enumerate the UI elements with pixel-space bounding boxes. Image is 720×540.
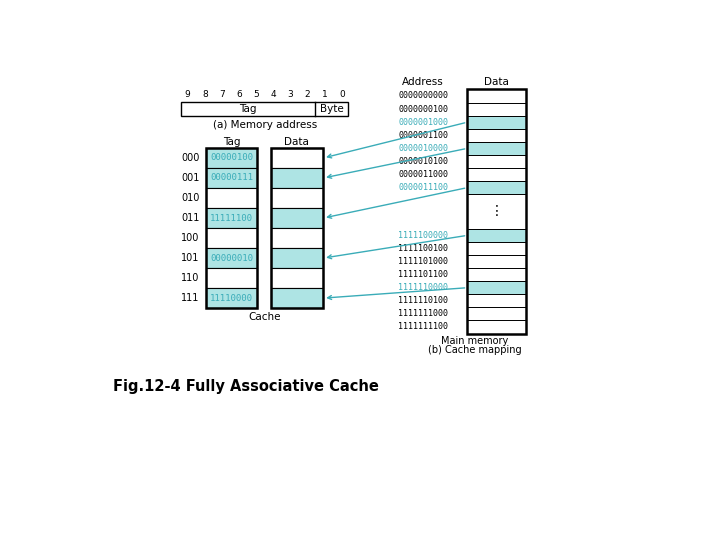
Bar (467, 103, 526, 116)
Text: 001: 001 (181, 173, 199, 183)
Bar (271, 268, 323, 288)
Bar (467, 194, 526, 229)
Text: 1111101100: 1111101100 (398, 270, 449, 279)
Text: 011: 011 (181, 213, 199, 223)
Text: 110: 110 (181, 273, 199, 283)
Text: Main memory: Main memory (441, 336, 508, 346)
Bar (206, 188, 258, 208)
Text: 5: 5 (253, 90, 259, 99)
Bar (467, 129, 526, 142)
Bar (467, 281, 526, 294)
Bar (206, 228, 258, 248)
Text: 00000111: 00000111 (210, 173, 253, 183)
Text: 7: 7 (219, 90, 225, 99)
Text: Data: Data (484, 77, 509, 87)
Text: 11110000: 11110000 (210, 294, 253, 302)
Bar (467, 255, 526, 268)
Text: 1111100000: 1111100000 (398, 231, 449, 240)
Bar (467, 320, 526, 334)
Text: 1111110000: 1111110000 (398, 283, 449, 292)
Text: 100: 100 (181, 233, 199, 243)
Text: 1111111100: 1111111100 (398, 322, 449, 332)
Text: (b) Cache mapping: (b) Cache mapping (428, 346, 521, 355)
Text: Tag: Tag (223, 137, 240, 147)
Text: 0000000000: 0000000000 (398, 91, 449, 100)
Text: ⋮: ⋮ (490, 205, 503, 219)
Bar (206, 148, 258, 308)
Text: Address: Address (402, 77, 444, 87)
Bar (467, 294, 526, 307)
Bar (271, 288, 323, 308)
Text: 1111100100: 1111100100 (398, 244, 449, 253)
Bar (206, 268, 258, 288)
Bar (467, 155, 526, 168)
Text: 0000001000: 0000001000 (398, 118, 449, 127)
Bar (467, 181, 526, 194)
Text: 0000000100: 0000000100 (398, 105, 449, 113)
Text: 1111110100: 1111110100 (398, 296, 449, 305)
Text: 010: 010 (181, 193, 199, 203)
Text: 0000010000: 0000010000 (398, 144, 449, 153)
Text: 1111111000: 1111111000 (398, 309, 449, 319)
Text: 1: 1 (322, 90, 328, 99)
Text: 9: 9 (185, 90, 191, 99)
Text: 4: 4 (271, 90, 276, 99)
Text: 0000011100: 0000011100 (398, 183, 449, 192)
Bar (271, 248, 323, 268)
Bar (467, 242, 526, 255)
Text: (a) Memory address: (a) Memory address (212, 120, 317, 130)
Text: 0000010100: 0000010100 (398, 157, 449, 166)
Text: 8: 8 (202, 90, 207, 99)
Text: 0000001100: 0000001100 (398, 131, 449, 140)
Bar (467, 116, 526, 129)
Text: Data: Data (284, 137, 310, 147)
Bar (206, 168, 258, 188)
Bar (206, 208, 258, 228)
Text: 3: 3 (287, 90, 293, 99)
Text: Tag: Tag (239, 104, 257, 114)
Text: 00000010: 00000010 (210, 254, 253, 262)
Bar (206, 288, 258, 308)
Text: 00000100: 00000100 (210, 153, 253, 163)
Text: 1111101000: 1111101000 (398, 257, 449, 266)
Bar (271, 148, 323, 168)
Bar (467, 142, 526, 155)
Text: Fig.12-4 Fully Associative Cache: Fig.12-4 Fully Associative Cache (113, 379, 379, 394)
Text: 000: 000 (181, 153, 199, 163)
Bar (467, 90, 526, 334)
Bar (271, 168, 323, 188)
Bar (271, 228, 323, 248)
Bar (271, 148, 323, 308)
Text: Byte: Byte (320, 104, 343, 114)
Bar (206, 148, 258, 168)
Bar (467, 268, 526, 281)
Text: 101: 101 (181, 253, 199, 263)
Bar (271, 208, 323, 228)
Bar (467, 229, 526, 242)
Bar (467, 90, 526, 103)
Text: 0000011000: 0000011000 (398, 170, 449, 179)
Text: 6: 6 (236, 90, 242, 99)
Bar (467, 168, 526, 181)
Bar (467, 307, 526, 320)
Text: 2: 2 (305, 90, 310, 99)
Bar (271, 188, 323, 208)
Text: Cache: Cache (248, 312, 281, 322)
Text: 0: 0 (339, 90, 345, 99)
Bar (181, 102, 348, 116)
Text: 11111100: 11111100 (210, 213, 253, 222)
Bar (206, 248, 258, 268)
Text: 111: 111 (181, 293, 199, 303)
